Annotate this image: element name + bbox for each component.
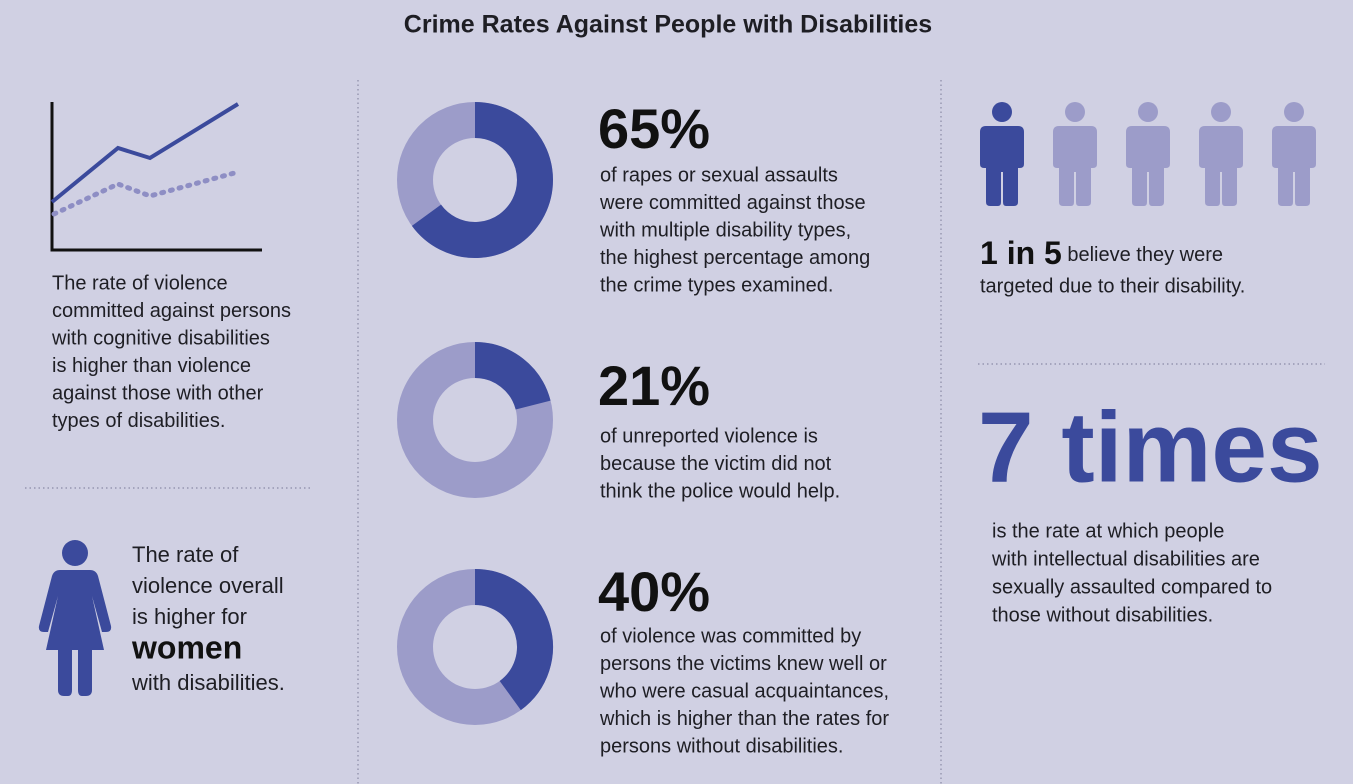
text-line: violence overall bbox=[132, 573, 284, 598]
targeted-line: 1 in 5 believe they were bbox=[980, 235, 1223, 271]
text-line: is higher than violence bbox=[52, 355, 251, 377]
donut-segment bbox=[474, 342, 551, 411]
stats: 65% of rapes or sexual assaults were commi… bbox=[397, 97, 889, 757]
text-line: is higher for bbox=[132, 604, 247, 629]
text-line: which is higher than the rates for bbox=[599, 708, 889, 730]
text-line: the highest percentage among bbox=[600, 247, 870, 269]
text-line: of unreported violence is bbox=[600, 425, 818, 447]
text-line: think the police would help. bbox=[600, 480, 840, 502]
women-text: The rate of violence overall is higher for… bbox=[131, 542, 285, 695]
stat-value: 65% bbox=[598, 97, 710, 160]
text-line: sexually assaulted compared to bbox=[992, 576, 1272, 598]
text-line: the crime types examined. bbox=[600, 274, 833, 296]
targeted-text: believe they were bbox=[1062, 244, 1223, 266]
targeted-line: targeted due to their disability. bbox=[980, 275, 1245, 297]
text-line: The rate of bbox=[132, 542, 239, 567]
cognitive-text: The rate of violence committed against pe… bbox=[51, 272, 291, 432]
text-line: of violence was committed by bbox=[600, 625, 861, 647]
targeted-emphasis: 1 in 5 bbox=[980, 235, 1062, 271]
text-line: who were casual acquaintances, bbox=[599, 680, 889, 702]
women-emphasis: women bbox=[131, 629, 242, 665]
text-line: persons the victims knew well or bbox=[600, 653, 887, 675]
text-line: with intellectual disabilities are bbox=[991, 548, 1260, 570]
times-text: is the rate at which people with intellec… bbox=[991, 520, 1272, 626]
text-line: The rate of violence bbox=[52, 272, 228, 294]
text-line: against those with other bbox=[52, 382, 264, 404]
title: Crime Rates Against People with Disabili… bbox=[404, 11, 932, 39]
times-headline: 7 times bbox=[978, 391, 1323, 503]
text-line: of rapes or sexual assaults bbox=[600, 164, 838, 186]
stat-value: 40% bbox=[598, 560, 710, 623]
woman-icon bbox=[38, 540, 112, 696]
donut-segment bbox=[474, 569, 553, 711]
people-icons bbox=[980, 102, 1316, 206]
text-line: persons without disabilities. bbox=[600, 735, 843, 757]
text-line: with multiple disability types, bbox=[599, 219, 851, 241]
text-line: those without disabilities. bbox=[992, 604, 1213, 626]
text-line: because the victim did not bbox=[600, 453, 832, 475]
line-chart-icon bbox=[50, 102, 262, 252]
text-line: with disabilities. bbox=[131, 670, 285, 695]
text-line: with cognitive disabilities bbox=[51, 327, 270, 349]
text-line: were committed against those bbox=[599, 192, 866, 214]
stat-value: 21% bbox=[598, 354, 710, 417]
text-line: committed against persons bbox=[52, 300, 291, 322]
text-line: types of disabilities. bbox=[52, 410, 225, 432]
text-line: is the rate at which people bbox=[992, 520, 1224, 542]
donut-segment bbox=[411, 102, 553, 258]
